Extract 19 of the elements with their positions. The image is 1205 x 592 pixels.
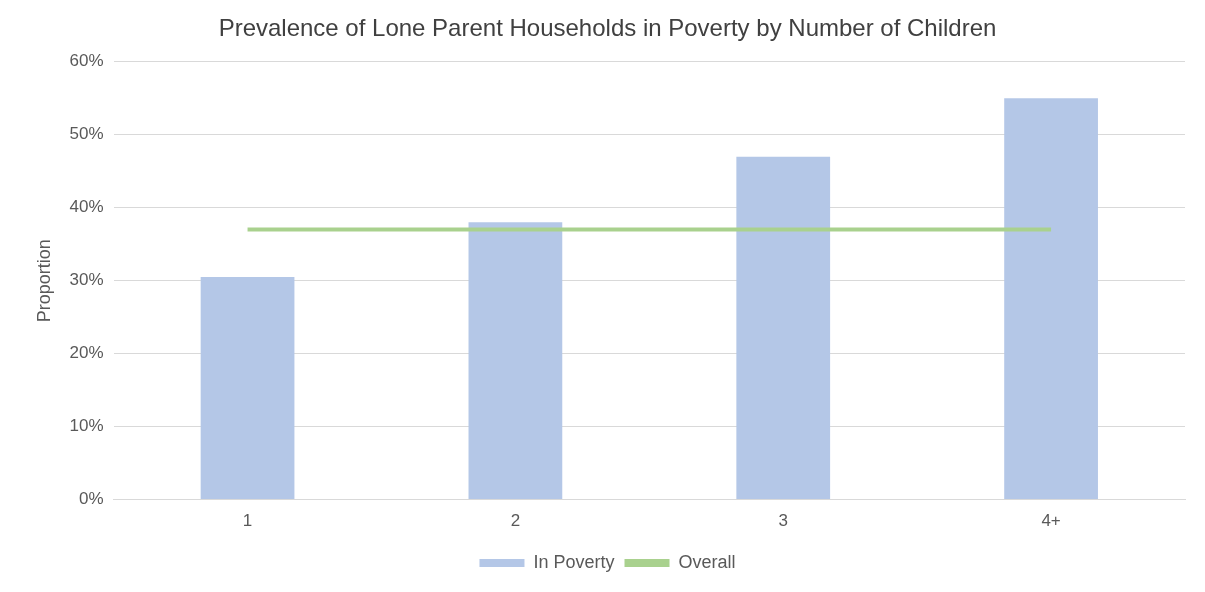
x-tick-label: 4+ bbox=[1041, 511, 1061, 531]
y-tick-label: 30% bbox=[69, 270, 104, 290]
x-tick-label: 3 bbox=[778, 511, 788, 531]
y-tick-label: 50% bbox=[69, 124, 104, 144]
x-tick-label: 2 bbox=[510, 511, 521, 531]
bar bbox=[468, 222, 563, 500]
chart-title: Prevalence of Lone Parent Households in Poverty by Number of Children bbox=[218, 14, 997, 42]
bar bbox=[736, 156, 831, 500]
bar bbox=[200, 277, 295, 500]
y-tick-label: 40% bbox=[69, 197, 104, 217]
y-tick-label: 10% bbox=[69, 416, 104, 436]
y-tick-label: 0% bbox=[79, 489, 104, 509]
x-tick-label: 1 bbox=[242, 511, 253, 531]
legend-label: Overall bbox=[678, 551, 736, 572]
bar bbox=[1004, 98, 1098, 500]
y-axis-title: Proportion bbox=[33, 239, 54, 323]
y-tick-label: 20% bbox=[69, 343, 104, 363]
legend-label: In Poverty bbox=[533, 551, 615, 572]
y-tick-label: 60% bbox=[69, 51, 104, 71]
